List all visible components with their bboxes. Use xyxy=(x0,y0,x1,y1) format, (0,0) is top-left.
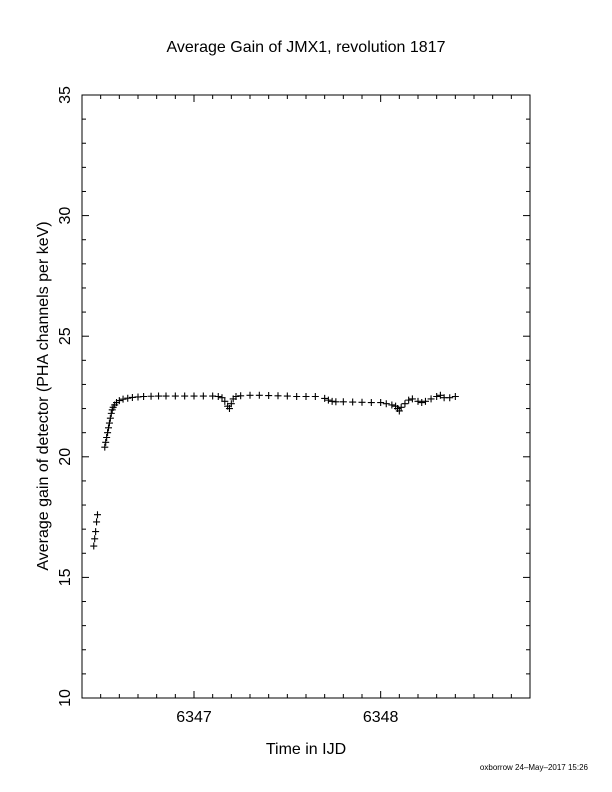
x-tick-label: 6347 xyxy=(176,709,212,726)
x-axis-tick-labels: 6347 6348 xyxy=(176,709,398,726)
data-point xyxy=(358,398,366,406)
data-point xyxy=(401,400,409,408)
chart-title: Average Gain of JMX1, revolution 1817 xyxy=(167,39,446,56)
y-tick-label: 20 xyxy=(57,448,74,466)
data-point xyxy=(106,414,114,422)
data-point xyxy=(218,394,226,402)
data-point xyxy=(255,391,263,399)
data-point xyxy=(382,400,390,408)
data-point xyxy=(293,393,301,400)
y-tick-label: 35 xyxy=(57,86,74,104)
data-point xyxy=(227,400,235,408)
data-point xyxy=(237,392,245,400)
data-point xyxy=(321,394,329,402)
data-point xyxy=(414,397,422,405)
data-point xyxy=(302,393,310,400)
data-point xyxy=(105,419,113,427)
data-point xyxy=(90,542,98,550)
data-point xyxy=(388,401,396,409)
data-point xyxy=(103,434,111,442)
data-point xyxy=(451,393,459,400)
data-point xyxy=(367,399,375,407)
data-point xyxy=(408,395,416,403)
data-point xyxy=(274,392,282,400)
data-point xyxy=(119,395,127,403)
data-point xyxy=(311,393,319,400)
data-point xyxy=(397,403,405,411)
data-point xyxy=(433,393,441,400)
y-tick-label: 30 xyxy=(57,207,74,225)
data-point xyxy=(427,395,435,403)
data-point xyxy=(377,399,385,407)
y-tick-label: 10 xyxy=(57,689,74,707)
y-axis-tick-labels: 10 15 20 25 30 35 xyxy=(57,86,74,707)
data-point xyxy=(104,429,112,437)
data-point xyxy=(171,392,179,400)
x-axis-label: Time in IJD xyxy=(266,741,346,758)
data-point xyxy=(93,518,101,526)
data-point xyxy=(339,398,347,406)
footer-credit: oxborrow 24–May–2017 15:26 xyxy=(480,763,589,772)
data-point xyxy=(93,511,101,519)
data-point xyxy=(405,396,413,404)
x-axis-ticks xyxy=(100,95,512,698)
data-point xyxy=(147,392,155,400)
data-point xyxy=(349,398,357,406)
x-tick-label: 6348 xyxy=(363,709,399,726)
data-point xyxy=(421,397,429,405)
data-point xyxy=(124,394,132,402)
y-axis-label: Average gain of detector (PHA channels p… xyxy=(35,221,52,570)
data-point xyxy=(214,393,222,400)
data-point xyxy=(395,407,403,415)
data-point xyxy=(162,392,170,400)
data-point xyxy=(181,392,189,400)
data-point xyxy=(436,391,444,399)
data-point xyxy=(446,394,454,402)
data-point xyxy=(418,399,426,407)
y-tick-label: 15 xyxy=(57,568,74,586)
data-point xyxy=(107,409,115,417)
gain-points xyxy=(90,391,459,550)
data-point xyxy=(101,443,109,451)
data-point xyxy=(225,405,233,413)
data-point xyxy=(190,392,198,400)
data-point xyxy=(283,392,291,400)
data-point xyxy=(199,392,207,400)
data-point xyxy=(265,392,273,400)
data-point xyxy=(221,397,229,405)
data-point xyxy=(246,391,254,399)
y-axis-ticks xyxy=(82,94,530,699)
data-point xyxy=(155,392,163,400)
data-point xyxy=(324,396,332,404)
data-point xyxy=(92,528,100,536)
data-point xyxy=(115,397,123,405)
data-point xyxy=(105,424,113,432)
y-tick-label: 25 xyxy=(57,327,74,345)
data-point xyxy=(232,393,240,400)
data-point xyxy=(140,393,148,400)
data-point xyxy=(332,398,340,406)
data-point xyxy=(102,438,110,446)
data-point xyxy=(91,535,99,543)
